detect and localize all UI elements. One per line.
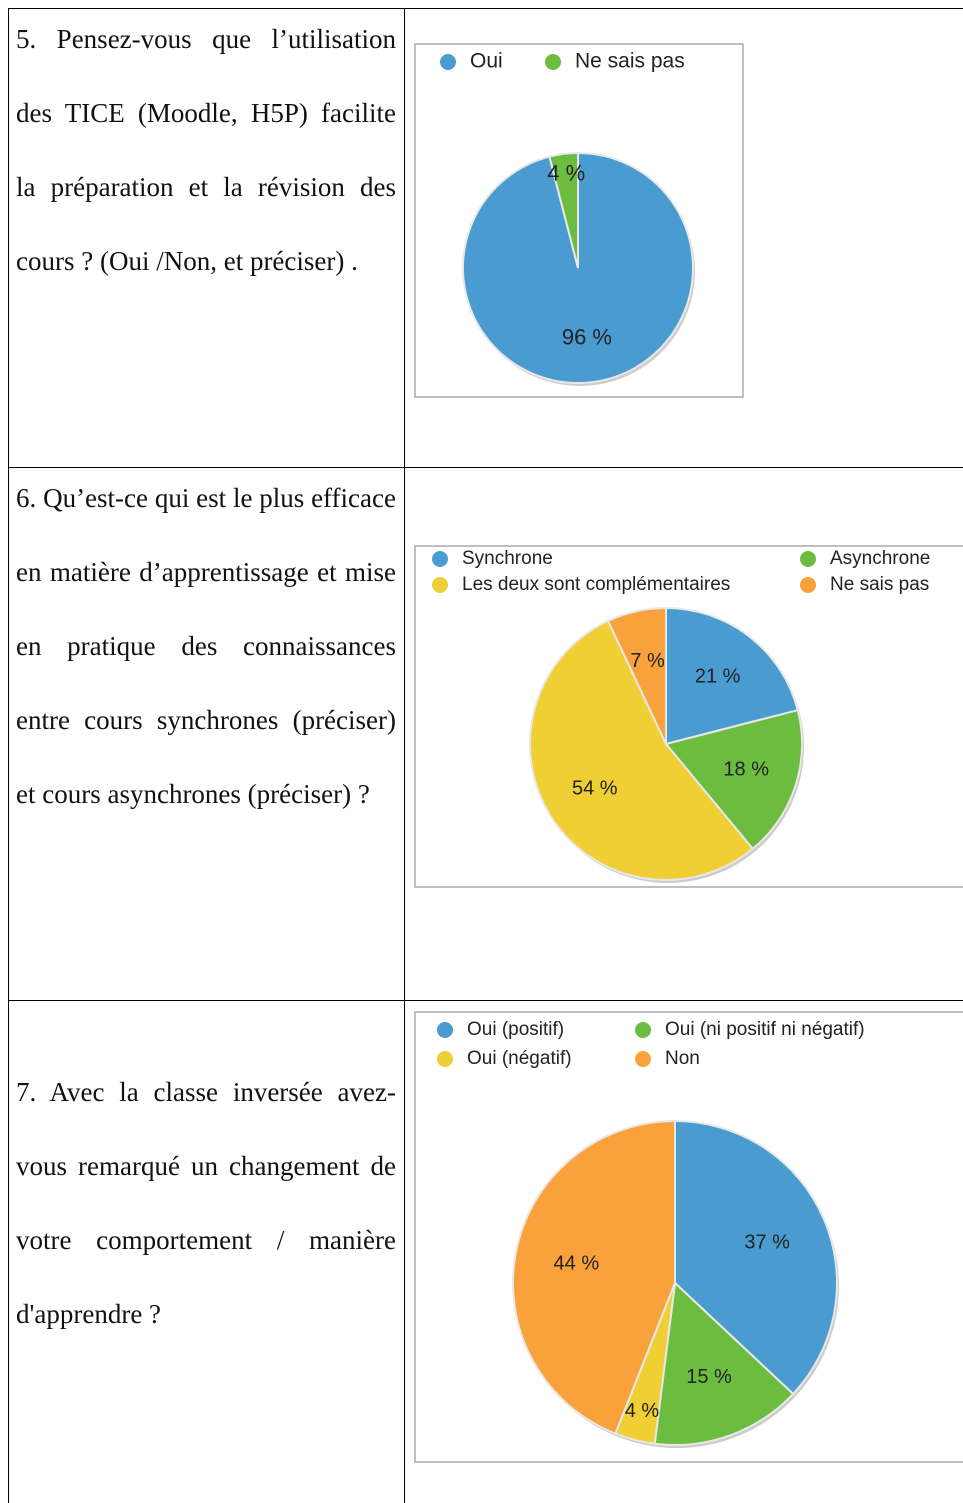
legend-dot — [800, 551, 816, 567]
table-border — [404, 8, 405, 1503]
slice-label: 21 % — [695, 666, 741, 688]
legend-label: Asynchrone — [830, 548, 930, 569]
legend-dot — [432, 551, 448, 567]
question: 5. Pensez-vous que l’utilisation des TIC… — [16, 24, 396, 276]
slice-label: 4 % — [547, 160, 585, 185]
pie-slice — [548, 151, 579, 269]
pie-slice — [665, 606, 799, 746]
table-border — [8, 8, 9, 1503]
slice-label: 18 % — [723, 758, 769, 780]
legend-dot — [432, 577, 448, 593]
question: 7. Avec la classe inversée avez-vous rem… — [16, 1077, 396, 1329]
question: 6. Qu’est-ce qui est le plus efficace en… — [16, 483, 396, 809]
legend-dot — [437, 1051, 453, 1067]
legend-label: Ne sais pas — [830, 574, 929, 595]
legend-dot — [437, 1022, 453, 1038]
legend-label: Oui (positif) — [467, 1019, 564, 1040]
slice-label: 7 % — [630, 650, 665, 672]
legend-dot — [635, 1051, 651, 1067]
slice-label: 4 % — [625, 1400, 660, 1422]
legend-label: Non — [665, 1048, 700, 1069]
table-border — [8, 467, 963, 468]
legend-dot — [545, 54, 561, 70]
legend-label: Oui (négatif) — [467, 1048, 572, 1069]
legend-label: Oui — [470, 50, 503, 73]
legend-label: Les deux sont complémentaires — [462, 574, 730, 595]
table-border — [8, 8, 963, 9]
legend-label: Synchrone — [462, 548, 553, 569]
table-border — [8, 1000, 963, 1001]
pie-slice — [606, 606, 667, 745]
slice-label: 54 % — [572, 777, 618, 799]
pie-slice — [512, 1119, 676, 1435]
slice-label: 15 % — [686, 1366, 732, 1388]
pie-slice — [674, 1119, 838, 1396]
legend-dot — [635, 1022, 651, 1038]
pie-slice — [653, 1280, 795, 1446]
legend-dot — [440, 54, 456, 70]
pie-slice — [529, 619, 755, 881]
pie-slice — [664, 708, 803, 851]
legend-label: Oui (ni positif ni négatif) — [665, 1019, 865, 1040]
legend-dot — [800, 577, 816, 593]
slice-label: 96 % — [562, 325, 612, 350]
slice-label: 37 % — [744, 1231, 790, 1253]
slice-label: 44 % — [554, 1252, 600, 1274]
legend-label: Ne sais pas — [575, 50, 685, 73]
